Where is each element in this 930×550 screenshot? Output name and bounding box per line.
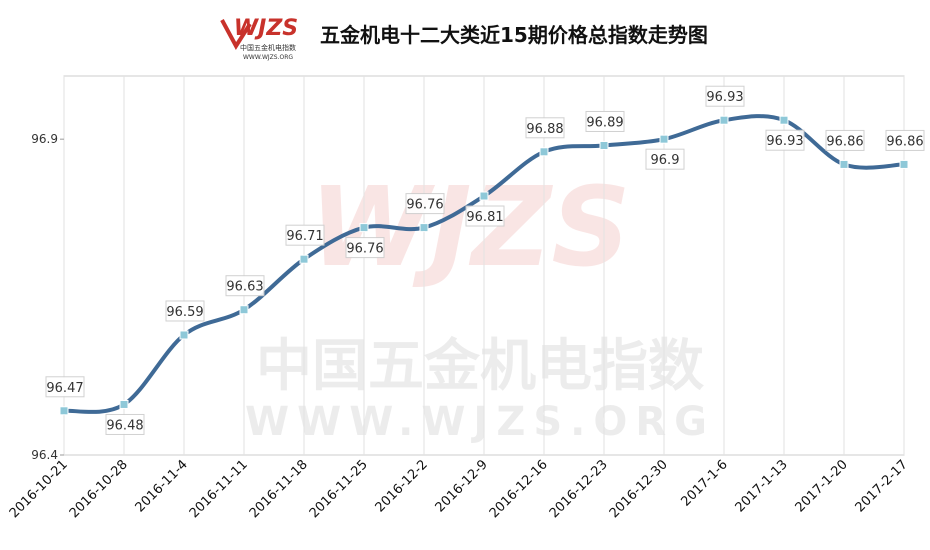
data-label-text: 96.48 [106, 418, 143, 433]
data-label: 96.48 [105, 413, 145, 435]
watermark-url: WWW.WJZS.ORG [245, 399, 715, 445]
point [599, 140, 609, 150]
data-label-box [645, 148, 685, 170]
data-label-text: 96.86 [886, 134, 923, 149]
data-label-text: 96.89 [586, 115, 623, 130]
data-label-text: 96.93 [706, 90, 743, 105]
point [299, 254, 309, 264]
data-label-box [585, 110, 625, 132]
data-label-box [225, 275, 265, 297]
point [839, 159, 849, 169]
data-label-box [45, 376, 85, 398]
data-label-box [705, 85, 745, 107]
point [179, 330, 189, 340]
series-line [63, 114, 905, 414]
point [419, 223, 429, 233]
data-label-box [165, 300, 205, 322]
point [479, 191, 489, 201]
point [779, 115, 789, 125]
data-label: 96.9 [645, 148, 685, 170]
data-label: 96.93 [765, 129, 805, 151]
point [899, 159, 909, 169]
data-label-text: 96.88 [526, 122, 563, 137]
data-label: 96.89 [585, 110, 625, 132]
watermark: WJZS 中国五金机电指数 WWW.WJZS.ORG [245, 163, 715, 445]
watermark-name: 中国五金机电指数 [256, 334, 704, 399]
data-label-text: 96.47 [46, 381, 83, 396]
point [59, 406, 69, 416]
data-label: 96.59 [165, 300, 205, 322]
data-label: 96.76 [345, 237, 385, 259]
data-label-box [465, 205, 505, 227]
data-label-box [405, 193, 445, 215]
data-label-box [285, 224, 325, 246]
point [719, 115, 729, 125]
data-label: 96.63 [225, 275, 265, 297]
chart-title: 五金机电十二大类近15期价格总指数走势图 [320, 23, 708, 47]
data-label-text: 96.59 [166, 305, 203, 320]
data-label: 96.47 [45, 376, 85, 398]
data-label-box [105, 413, 145, 435]
data-label-text: 96.71 [286, 229, 323, 244]
data-label-box [885, 129, 925, 151]
data-label-text: 96.76 [406, 198, 443, 213]
data-label-text: 96.9 [651, 153, 680, 168]
data-label: 96.86 [885, 129, 925, 151]
data-label: 96.71 [285, 224, 325, 246]
watermark-logo: WJZS [309, 163, 630, 291]
data-label-text: 96.86 [826, 134, 863, 149]
logo-text: WJZS [234, 16, 298, 41]
point [119, 399, 129, 409]
data-label-text: 96.81 [466, 210, 503, 225]
data-label-box [825, 129, 865, 151]
data-label: 96.88 [525, 117, 565, 139]
data-label-text: 96.93 [766, 134, 803, 149]
logo-subtitle: 中国五金机电指数 [240, 43, 296, 52]
point [239, 305, 249, 315]
point [659, 134, 669, 144]
data-label: 96.76 [405, 193, 445, 215]
data-label-box [345, 237, 385, 259]
data-label-box [765, 129, 805, 151]
data-label-box [525, 117, 565, 139]
logo: WJZS 中国五金机电指数 WWW.WJZS.ORG [220, 16, 298, 61]
logo-arrow [220, 19, 252, 50]
y-tick-label: 96.4 [31, 448, 58, 462]
data-label: 96.81 [465, 205, 505, 227]
point [539, 147, 549, 157]
data-label: 96.93 [705, 85, 745, 107]
data-label-text: 96.63 [226, 280, 263, 295]
logo-url: WWW.WJZS.ORG [243, 54, 293, 61]
data-label-text: 96.76 [346, 242, 383, 257]
data-label: 96.86 [825, 129, 865, 151]
y-tick-label: 96.9 [31, 132, 58, 146]
point [359, 223, 369, 233]
